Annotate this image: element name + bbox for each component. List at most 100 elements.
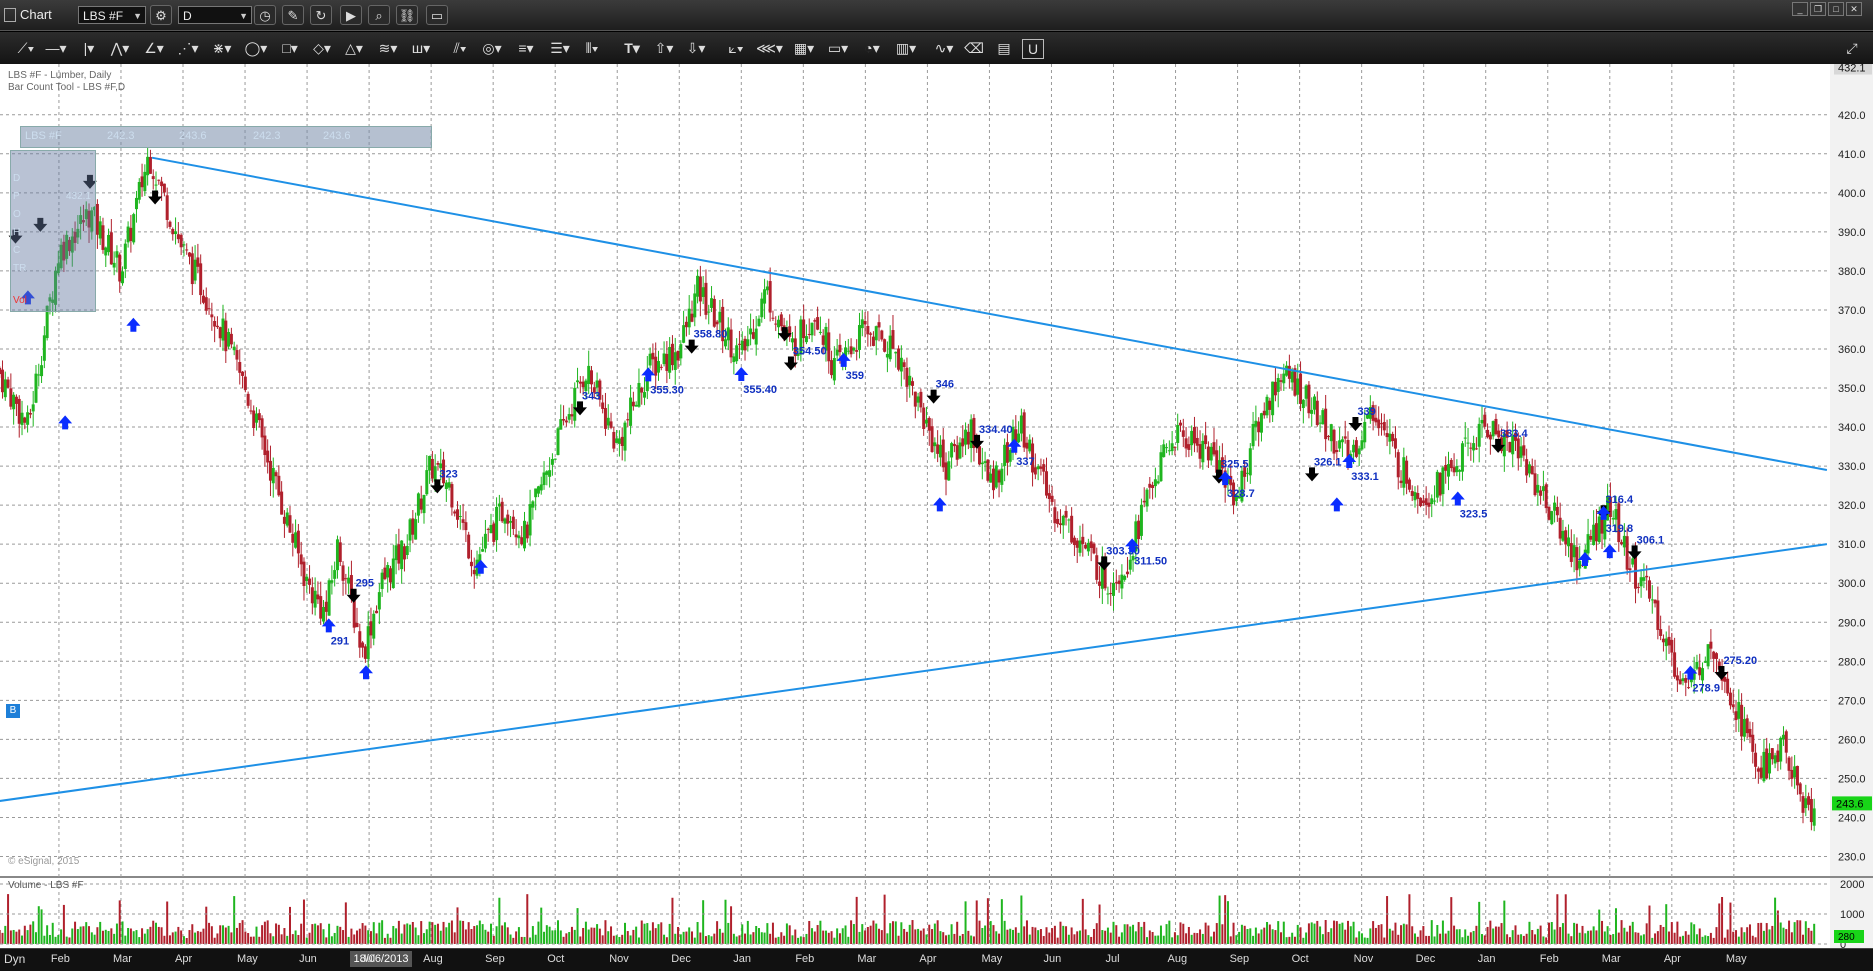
pattern-tool-icon[interactable]: ▥▾: [895, 40, 917, 56]
time-zones-tool-icon[interactable]: ⦀▾: [585, 40, 599, 56]
fan-tool-icon[interactable]: ⋰▾: [177, 40, 199, 56]
cycles-tool-icon[interactable]: ◎▾: [482, 40, 502, 56]
arrow-down-tool-icon[interactable]: ⇩▾: [686, 40, 706, 56]
candle-body: [534, 488, 538, 498]
candle-body: [1377, 419, 1381, 429]
text-tool-icon[interactable]: T▾: [624, 40, 640, 56]
clock-button[interactable]: ◷: [254, 5, 276, 25]
gann-tool-icon[interactable]: ⋇▾: [212, 40, 232, 56]
candle-body: [1008, 449, 1012, 462]
candle-body: [1039, 466, 1043, 469]
refresh-button[interactable]: ↻: [310, 5, 332, 25]
candle-body: [1410, 490, 1414, 496]
maximize-button[interactable]: □: [1828, 2, 1844, 16]
candle-body: [310, 587, 314, 604]
grid-tool-icon[interactable]: ▦▾: [793, 40, 815, 56]
candle-body: [1282, 373, 1286, 384]
polyline-tool-icon[interactable]: ⋀▾: [110, 40, 130, 56]
candle-body: [107, 234, 111, 253]
arrow-up-tool-icon[interactable]: ⇧▾: [654, 40, 674, 56]
candle-body: [1620, 542, 1624, 545]
fibonacci-tool-icon[interactable]: ≡▾: [518, 40, 534, 56]
chevron-down-icon[interactable]: ▼: [239, 11, 248, 21]
candle-body: [556, 428, 560, 456]
line-tool-icon[interactable]: ⟋▾: [17, 40, 35, 56]
candle-body: [830, 360, 834, 376]
candle-body: [322, 606, 326, 622]
symbol-settings-button[interactable]: ⚙: [150, 5, 172, 25]
triangle-tool-icon[interactable]: △▾: [345, 40, 363, 56]
candle-body: [196, 257, 200, 267]
angle-tool-icon[interactable]: ∠▾: [144, 40, 164, 56]
speed-lines-tool-icon[interactable]: ⋘▾: [756, 40, 783, 56]
month-tick-label: Sep: [1229, 953, 1250, 965]
candle-body: [869, 333, 873, 335]
candle-body: [673, 352, 677, 370]
play-button[interactable]: ▶: [340, 5, 362, 25]
interval-input[interactable]: D ▼: [178, 6, 252, 24]
candle-body: [606, 417, 610, 426]
candle-body: [1243, 467, 1247, 477]
diamond-tool-icon[interactable]: ◇▾: [313, 40, 331, 56]
link-button[interactable]: ⛓: [396, 5, 418, 25]
candle-body: [997, 470, 1001, 483]
candle-body: [235, 350, 239, 360]
symbol-input[interactable]: LBS #F ▼: [78, 6, 146, 24]
candle-body: [394, 545, 398, 561]
horizontal-line-tool-icon[interactable]: —▾: [45, 40, 67, 56]
swing-label: 316.4: [1606, 494, 1634, 506]
bar-marker-b[interactable]: B: [6, 704, 20, 718]
magnet-tool-icon[interactable]: U: [1022, 39, 1044, 59]
last-price-box: [1832, 796, 1872, 811]
candle-body: [375, 610, 379, 614]
ruler-tool-icon[interactable]: ▭▾: [827, 40, 849, 56]
candle-body: [341, 565, 345, 581]
candle-body: [422, 494, 426, 514]
price-tick-label: 420.0: [1838, 110, 1866, 122]
candle-body: [665, 353, 669, 371]
candle-body: [405, 545, 409, 555]
month-tick-label: Oct: [547, 953, 565, 965]
close-button[interactable]: ✕: [1846, 2, 1862, 16]
eraser-tool-icon[interactable]: ⌫: [964, 40, 984, 56]
candle-body: [1287, 365, 1291, 379]
price-tick-label: 370.0: [1838, 305, 1866, 317]
month-tick-label: Apr: [1663, 953, 1681, 965]
candle-body: [1807, 796, 1811, 805]
draw-toolbar-icon[interactable]: ▤: [997, 40, 1011, 56]
search-button[interactable]: ⌕: [368, 5, 390, 25]
candle-body: [1028, 439, 1032, 452]
pencil-button[interactable]: ✎: [282, 5, 304, 25]
candle-body: [651, 352, 655, 360]
candle-body: [154, 184, 158, 186]
parallel-lines-tool-icon[interactable]: ⫽▾: [453, 40, 467, 56]
candle-body: [679, 344, 683, 359]
ellipse-tool-icon[interactable]: ◯▾: [244, 40, 268, 56]
candle-body: [777, 319, 781, 328]
channel-tool-icon[interactable]: ≋▾: [378, 40, 398, 56]
swing-label: 325.5: [1221, 459, 1249, 471]
candle-body: [199, 263, 203, 296]
pitchfork-tool-icon[interactable]: ш▾: [411, 40, 431, 56]
elliott-wave-tool-icon[interactable]: ∿▾: [934, 40, 954, 56]
rectangle-tool-icon[interactable]: □▾: [282, 40, 298, 56]
cycle-counter-tool-icon[interactable]: ◔▾: [864, 40, 880, 56]
candle-body: [581, 381, 585, 388]
expand-icon[interactable]: ⤢: [1846, 40, 1858, 56]
search-icon: ⌕: [375, 8, 383, 23]
vertical-line-tool-icon[interactable]: |▾: [83, 40, 95, 56]
regression-tool-icon[interactable]: ⟀▾: [728, 40, 744, 56]
pane-divider: [0, 876, 1873, 878]
price-panel-value-4: 243.6: [323, 130, 351, 142]
candle-body: [1695, 661, 1699, 669]
comment-button[interactable]: ▭: [426, 5, 448, 25]
retracement-tool-icon[interactable]: ☰▾: [550, 40, 570, 56]
price-chart[interactable]: 230.0 240.0 250.0 260.0 270.0 280.0 290.0 300.0…: [0, 64, 1873, 948]
swing-label: 355.40: [743, 384, 777, 396]
candle-body: [1296, 378, 1300, 395]
minimize-button[interactable]: _: [1792, 2, 1808, 16]
chevron-down-icon[interactable]: ▼: [133, 11, 142, 21]
dyn-mode-label[interactable]: Dyn: [4, 952, 26, 966]
candle-body: [1675, 675, 1679, 681]
restore-button[interactable]: ❐: [1810, 2, 1826, 16]
